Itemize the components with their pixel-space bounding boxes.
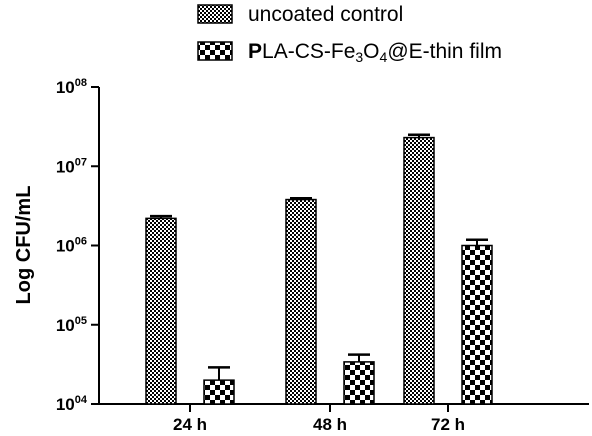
legend-swatch-uncoated-control bbox=[197, 4, 233, 24]
legend: uncoated control PLA-CS-Fe3O4@E-thin fil… bbox=[197, 3, 502, 65]
bar-uncoated-control bbox=[403, 136, 435, 405]
y-axis-ticks: 1004 1005 1006 1007 1008 bbox=[56, 77, 99, 414]
bars bbox=[145, 133, 493, 405]
legend-label-uncoated-control: uncoated control bbox=[248, 3, 403, 26]
bar-pla-cs-film bbox=[203, 379, 235, 405]
x-tick-label: 48 h bbox=[313, 415, 347, 434]
bar-pla-cs-film bbox=[461, 244, 493, 405]
legend-label-pla-cs-film: PLA-CS-Fe3O4@E-thin film bbox=[248, 40, 502, 65]
y-tick-label: 1005 bbox=[56, 315, 87, 335]
legend-swatch-pla-cs-film bbox=[197, 41, 233, 61]
y-tick-label: 1007 bbox=[56, 156, 87, 176]
bar-uncoated-control bbox=[285, 198, 317, 405]
bar-uncoated-control bbox=[145, 217, 177, 405]
x-tick-label: 24 h bbox=[173, 415, 207, 434]
y-axis-title: Log CFU/mL bbox=[13, 186, 35, 305]
y-tick-label: 1004 bbox=[56, 394, 88, 414]
y-tick-label: 1008 bbox=[56, 77, 87, 97]
y-tick-label: 1006 bbox=[56, 236, 87, 256]
bar-pla-cs-film bbox=[343, 361, 375, 405]
x-axis-ticks: 24 h 48 h 72 h bbox=[173, 404, 465, 434]
x-tick-label: 72 h bbox=[431, 415, 465, 434]
